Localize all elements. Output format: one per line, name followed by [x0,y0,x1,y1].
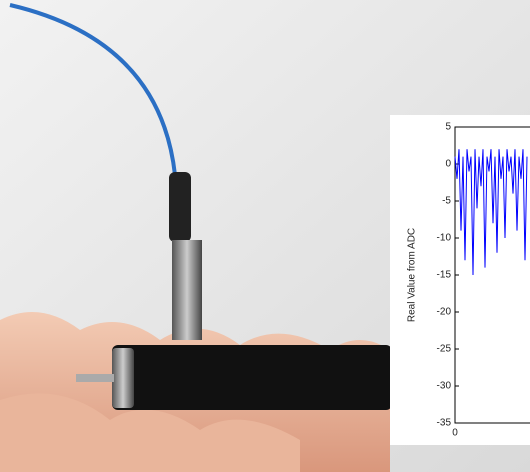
sensor-pin [76,374,114,382]
signal-line [454,149,528,276]
y-tick-label: -35 [437,418,452,429]
y-tick-label: -25 [437,344,452,355]
cable [9,3,177,176]
connector [172,240,202,340]
x-tick-label: 0 [452,428,458,439]
connector-boot [169,172,191,242]
fingers [0,393,300,472]
y-tick-label: -5 [442,196,451,207]
y-tick-label: -20 [437,307,452,318]
y-tick-label: -15 [437,270,452,281]
sensor-body [112,345,392,410]
chart: Real Value from ADC 5 0 -5 -10 -15 -20 -25 -30 -… [390,115,530,445]
y-tick-label: 5 [445,122,451,133]
sensor-cap [112,348,134,408]
y-axis-label: Real Value from ADC [407,228,418,322]
y-tick-label: -10 [437,233,452,244]
y-tick-label: -30 [437,381,452,392]
y-tick-label: 0 [445,159,451,170]
